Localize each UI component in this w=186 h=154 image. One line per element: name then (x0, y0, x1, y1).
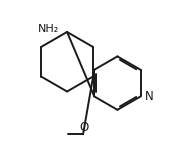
Text: N: N (145, 90, 154, 103)
Text: O: O (79, 121, 89, 134)
Text: NH₂: NH₂ (37, 24, 59, 34)
